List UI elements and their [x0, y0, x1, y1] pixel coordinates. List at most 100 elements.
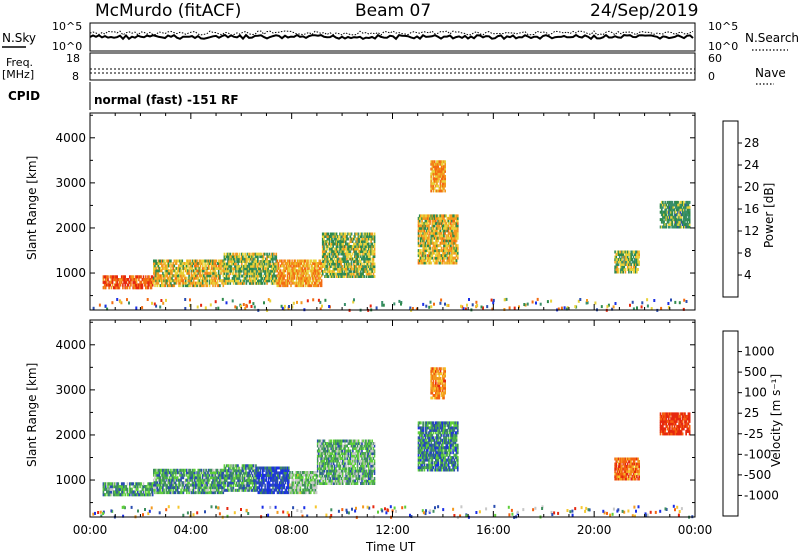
data-cell — [155, 276, 157, 280]
data-cell — [286, 471, 289, 475]
data-cell — [358, 272, 361, 276]
data-cell — [250, 464, 253, 468]
data-cell — [365, 255, 368, 258]
data-cell — [272, 469, 274, 472]
data-cell — [180, 262, 182, 265]
data-cell — [158, 488, 161, 492]
data-cell — [132, 490, 134, 494]
data-cell — [679, 225, 682, 229]
data-cell — [213, 488, 215, 492]
colorbar-tick-label: 24 — [744, 158, 759, 172]
data-cell — [673, 208, 676, 212]
data-cell — [455, 219, 458, 223]
data-cell — [302, 274, 305, 278]
data-cell — [323, 235, 325, 238]
data-cell — [112, 485, 115, 489]
data-cell — [453, 236, 456, 240]
data-cell — [441, 167, 444, 171]
data-cell — [441, 170, 444, 173]
data-cell — [348, 242, 351, 246]
data-cell — [330, 235, 332, 238]
data-cell — [660, 306, 663, 310]
data-cell — [175, 276, 178, 280]
data-cell — [298, 481, 301, 484]
data-cell — [138, 275, 140, 279]
data-cell — [422, 249, 424, 253]
data-cell — [219, 468, 221, 472]
data-cell — [436, 249, 438, 253]
data-cell — [436, 179, 438, 183]
data-cell — [222, 266, 225, 270]
data-cell — [436, 244, 438, 248]
data-cell — [616, 253, 619, 256]
data-cell — [323, 242, 325, 246]
data-cell — [208, 264, 211, 268]
data-cell — [665, 223, 668, 226]
data-cell — [336, 235, 339, 238]
data-cell — [227, 476, 229, 480]
data-cell — [191, 483, 194, 487]
data-cell — [216, 488, 219, 492]
data-cell — [158, 468, 161, 472]
data-cell — [452, 256, 454, 260]
data-cell — [178, 471, 180, 475]
data-cell — [620, 250, 622, 254]
data-cell — [238, 471, 240, 475]
data-cell — [254, 255, 257, 259]
data-cell — [281, 466, 283, 470]
data-cell — [163, 491, 165, 495]
data-cell — [186, 491, 188, 495]
data-cell — [294, 269, 297, 273]
data-cell — [344, 267, 347, 271]
data-cell — [178, 259, 180, 263]
data-cell — [288, 481, 290, 485]
data-cell — [623, 265, 626, 269]
data-cell — [618, 258, 621, 261]
data-cell — [199, 468, 202, 472]
data-cell — [301, 259, 304, 263]
data-cell — [145, 278, 147, 282]
data-cell — [182, 473, 185, 477]
data-cell — [370, 240, 372, 243]
data-cell — [620, 270, 622, 274]
data-cell — [257, 491, 260, 495]
data-cell — [230, 279, 233, 283]
data-cell — [362, 272, 364, 276]
data-cell — [164, 271, 166, 275]
data-cell — [425, 256, 428, 260]
data-cell — [106, 487, 108, 491]
data-cell — [622, 270, 624, 274]
data-cell — [123, 482, 125, 486]
data-cell — [321, 240, 324, 243]
data-cell — [234, 483, 237, 487]
data-cell — [251, 257, 253, 261]
data-cell — [255, 281, 258, 285]
data-cell — [435, 177, 437, 181]
data-cell — [418, 261, 421, 265]
data-cell — [452, 219, 454, 223]
data-cell — [275, 267, 278, 271]
data-cell — [664, 223, 667, 226]
data-cell — [137, 482, 139, 486]
data-cell — [334, 240, 337, 243]
data-cell — [254, 262, 257, 266]
data-cell — [161, 264, 163, 268]
data-cell — [632, 307, 635, 311]
data-cell — [343, 257, 346, 261]
freq-tick-top: 18 — [66, 52, 80, 65]
data-cell — [225, 488, 228, 492]
data-cell — [137, 286, 139, 290]
data-cell — [156, 269, 158, 273]
data-cell — [181, 473, 184, 477]
data-cell — [166, 259, 169, 263]
data-cell — [443, 177, 445, 181]
data-cell — [276, 269, 279, 273]
data-cell — [440, 214, 443, 218]
data-cell — [635, 255, 637, 259]
data-cell — [446, 244, 449, 248]
data-cell — [209, 259, 212, 263]
data-cell — [296, 483, 298, 487]
data-cell — [366, 245, 369, 248]
data-cell — [286, 469, 289, 472]
